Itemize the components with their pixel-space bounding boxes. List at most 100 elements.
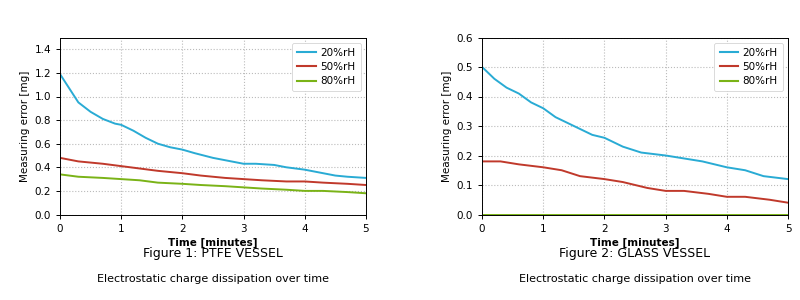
50%rH [765, 198, 774, 202]
80%rH [153, 181, 162, 184]
Line: 20%rH: 20%rH [60, 74, 366, 178]
50%rH [178, 171, 187, 175]
50%rH [116, 164, 126, 168]
20%rH [282, 166, 291, 169]
80%rH [478, 213, 487, 216]
20%rH [178, 148, 187, 152]
20%rH [166, 146, 175, 149]
50%rH [679, 189, 689, 193]
20%rH [538, 106, 548, 110]
50%rH [361, 183, 370, 187]
20%rH [55, 72, 65, 76]
20%rH [661, 154, 670, 157]
80%rH [55, 172, 65, 176]
20%rH [153, 142, 162, 146]
20%rH [141, 136, 150, 140]
80%rH [220, 184, 230, 188]
Legend: 20%rH, 50%rH, 80%rH: 20%rH, 50%rH, 80%rH [292, 43, 361, 92]
50%rH [196, 174, 206, 177]
Text: Electrostatic charge dissipation over time: Electrostatic charge dissipation over ti… [97, 274, 329, 284]
80%rH [630, 213, 640, 216]
50%rH [153, 169, 162, 172]
80%rH [196, 183, 206, 187]
20%rH [220, 158, 230, 162]
50%rH [496, 160, 506, 163]
50%rH [618, 180, 628, 184]
20%rH [490, 77, 499, 81]
20%rH [600, 136, 610, 140]
20%rH [636, 151, 646, 154]
20%rH [526, 100, 536, 104]
20%rH [758, 174, 768, 178]
Line: 80%rH: 80%rH [60, 174, 366, 193]
50%rH [557, 169, 566, 172]
20%rH [361, 176, 370, 180]
50%rH [134, 167, 144, 170]
20%rH [116, 123, 126, 127]
20%rH [74, 100, 83, 104]
20%rH [783, 177, 793, 181]
50%rH [300, 180, 310, 183]
20%rH [587, 133, 597, 137]
80%rH [134, 178, 144, 182]
50%rH [538, 166, 548, 169]
50%rH [318, 181, 328, 184]
20%rH [238, 162, 248, 166]
80%rH [783, 213, 793, 216]
80%rH [282, 188, 291, 191]
20%rH [190, 151, 199, 155]
X-axis label: Time [minutes]: Time [minutes] [590, 238, 680, 248]
80%rH [300, 189, 310, 193]
Y-axis label: Measuring error [mg]: Measuring error [mg] [20, 70, 30, 182]
50%rH [220, 176, 230, 180]
50%rH [478, 160, 487, 163]
20%rH [129, 129, 138, 133]
20%rH [514, 92, 524, 95]
50%rH [722, 195, 732, 199]
20%rH [330, 174, 340, 177]
Text: Figure 1: PTFE VESSEL: Figure 1: PTFE VESSEL [143, 248, 283, 260]
80%rH [238, 186, 248, 189]
20%rH [478, 65, 487, 69]
20%rH [740, 169, 750, 172]
50%rH [55, 156, 65, 160]
Line: 50%rH: 50%rH [60, 158, 366, 185]
20%rH [569, 124, 578, 128]
80%rH [74, 175, 83, 178]
20%rH [342, 175, 352, 178]
80%rH [257, 187, 266, 190]
80%rH [361, 191, 370, 195]
Legend: 20%rH, 50%rH, 80%rH: 20%rH, 50%rH, 80%rH [714, 43, 782, 92]
20%rH [550, 115, 560, 119]
50%rH [514, 163, 524, 166]
Line: 20%rH: 20%rH [482, 67, 788, 179]
20%rH [270, 163, 279, 167]
20%rH [722, 166, 732, 169]
50%rH [238, 177, 248, 181]
50%rH [642, 186, 652, 190]
50%rH [74, 160, 83, 163]
50%rH [740, 195, 750, 199]
80%rH [178, 182, 187, 186]
20%rH [251, 162, 261, 166]
20%rH [679, 157, 689, 160]
20%rH [110, 122, 120, 125]
50%rH [783, 201, 793, 205]
50%rH [98, 162, 108, 166]
20%rH [618, 145, 628, 148]
50%rH [257, 178, 266, 182]
50%rH [704, 192, 714, 196]
20%rH [98, 117, 108, 121]
50%rH [575, 174, 585, 178]
Y-axis label: Measuring error [mg]: Measuring error [mg] [442, 70, 453, 182]
80%rH [98, 176, 108, 180]
20%rH [64, 86, 74, 90]
50%rH [282, 180, 291, 183]
50%rH [661, 189, 670, 193]
X-axis label: Time [minutes]: Time [minutes] [168, 238, 258, 248]
20%rH [312, 170, 322, 174]
80%rH [342, 190, 352, 194]
50%rH [600, 177, 610, 181]
20%rH [208, 156, 218, 160]
20%rH [698, 160, 707, 163]
